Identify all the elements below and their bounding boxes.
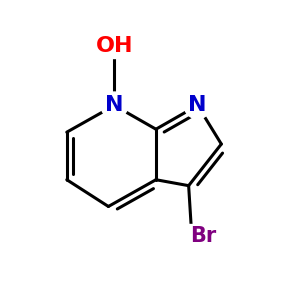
Bar bbox=[183, 224, 224, 248]
Text: OH: OH bbox=[96, 36, 133, 56]
Text: N: N bbox=[188, 95, 207, 116]
Bar bbox=[88, 34, 141, 58]
Circle shape bbox=[101, 92, 128, 119]
Circle shape bbox=[184, 92, 211, 119]
Text: Br: Br bbox=[190, 226, 217, 246]
Text: N: N bbox=[105, 95, 124, 116]
